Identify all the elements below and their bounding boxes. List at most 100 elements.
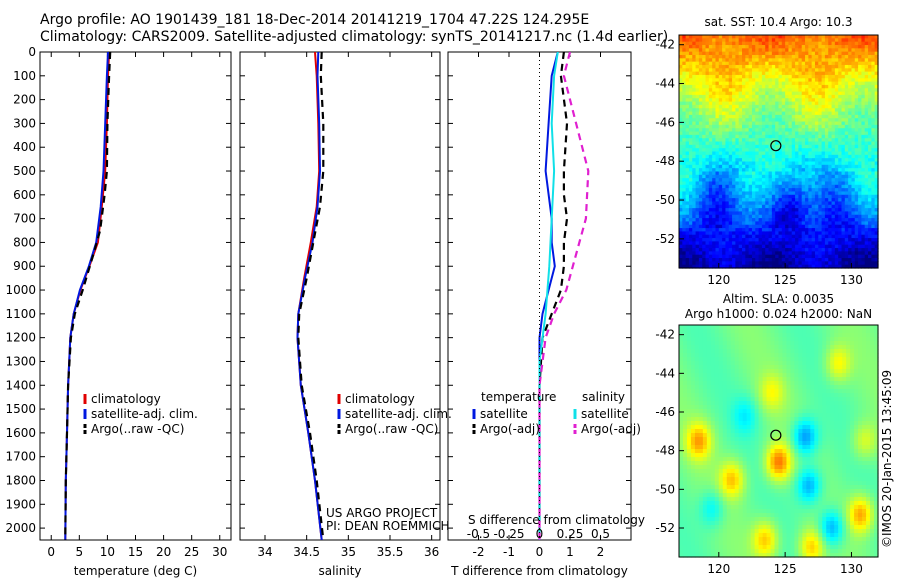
map-cell xyxy=(690,361,696,366)
map-cell xyxy=(688,214,693,219)
y-tick-label: 1200 xyxy=(5,331,36,345)
map-cell xyxy=(706,381,712,386)
map-cell xyxy=(781,181,786,186)
map-cell xyxy=(685,194,690,199)
map-cell xyxy=(758,148,763,153)
map-cell xyxy=(851,54,856,59)
map-cell xyxy=(722,184,727,189)
map-cell xyxy=(808,244,813,249)
map-cell xyxy=(685,94,690,99)
map-cell xyxy=(692,51,697,56)
map-cell xyxy=(755,74,760,79)
map-cell xyxy=(805,174,809,179)
map-cell xyxy=(781,48,786,53)
map-cell xyxy=(710,385,716,390)
map-cell xyxy=(838,54,843,59)
map-cell xyxy=(844,241,849,246)
map-cell xyxy=(708,74,713,79)
map-cell xyxy=(718,74,723,79)
map-cell xyxy=(844,218,849,222)
map-cell xyxy=(838,101,843,106)
map-cell xyxy=(685,101,690,106)
map-cell xyxy=(874,184,879,189)
map-cell xyxy=(808,41,813,46)
map-cell xyxy=(748,264,753,269)
map-cell xyxy=(755,241,760,246)
map-cell xyxy=(821,248,826,252)
map-cell xyxy=(708,231,713,236)
map-cell xyxy=(732,171,736,176)
map-cell xyxy=(695,78,700,83)
map-cell xyxy=(768,221,773,226)
map-cell xyxy=(848,231,853,236)
map-cell xyxy=(775,188,780,193)
map-cell xyxy=(801,248,806,252)
map-cell xyxy=(844,174,849,179)
map-cell xyxy=(795,168,799,173)
map-cell xyxy=(712,204,717,209)
map-cell xyxy=(688,51,693,56)
map-cell xyxy=(745,118,750,123)
map-cell xyxy=(725,224,730,229)
map-cell xyxy=(788,68,793,73)
map-cell xyxy=(818,181,823,186)
map-cell xyxy=(706,477,712,482)
map-cell xyxy=(785,161,790,166)
map-cell xyxy=(828,38,833,43)
map-cell xyxy=(838,138,843,143)
map-cell xyxy=(715,184,720,189)
map-cell xyxy=(868,68,872,73)
map-cell xyxy=(745,148,750,153)
map-cell xyxy=(824,174,829,179)
map-cell xyxy=(728,54,733,59)
map-cell xyxy=(765,221,770,226)
map-cell xyxy=(808,108,813,113)
map-cell xyxy=(718,38,723,43)
map-cell xyxy=(706,445,712,450)
map-cell xyxy=(798,204,803,209)
map-cell xyxy=(712,211,717,216)
map-cell xyxy=(685,61,690,66)
map-cell xyxy=(702,171,707,176)
map-cell xyxy=(775,174,780,179)
map-cell xyxy=(805,101,809,106)
map-cell xyxy=(702,134,707,139)
map-cell xyxy=(735,144,740,149)
map-cell xyxy=(708,61,713,66)
map-cell xyxy=(738,61,743,66)
map-cell xyxy=(748,68,753,73)
map-cell xyxy=(755,81,760,86)
map-cell xyxy=(705,108,710,113)
map-cell xyxy=(871,214,876,219)
map-cell xyxy=(708,78,713,83)
map-cell xyxy=(682,134,687,139)
map-cell xyxy=(690,393,696,398)
map-cell xyxy=(708,141,713,146)
map-cell xyxy=(732,204,736,209)
map-cell xyxy=(698,545,704,550)
map-cell xyxy=(722,251,727,256)
map-cell xyxy=(798,54,803,59)
map-cell xyxy=(775,54,780,59)
map-cell xyxy=(775,84,780,89)
map-cell xyxy=(761,191,766,196)
map-cell xyxy=(732,71,736,76)
map-cell xyxy=(854,138,859,143)
map-cell xyxy=(871,244,876,249)
map-cell xyxy=(722,204,727,209)
map-cell xyxy=(712,44,717,49)
map-cell xyxy=(818,58,823,63)
map-cell xyxy=(864,244,869,249)
map-cell xyxy=(761,51,766,56)
map-cell xyxy=(698,211,703,216)
map-cell xyxy=(824,204,829,209)
map-cell xyxy=(768,174,773,179)
map-cell xyxy=(795,214,799,219)
map-cell xyxy=(805,48,809,53)
map-cell xyxy=(715,144,720,149)
map-cell xyxy=(861,68,866,73)
map-cell xyxy=(868,58,872,63)
map-cell xyxy=(712,78,717,83)
map-cell xyxy=(861,64,866,69)
map-cell xyxy=(861,91,866,96)
